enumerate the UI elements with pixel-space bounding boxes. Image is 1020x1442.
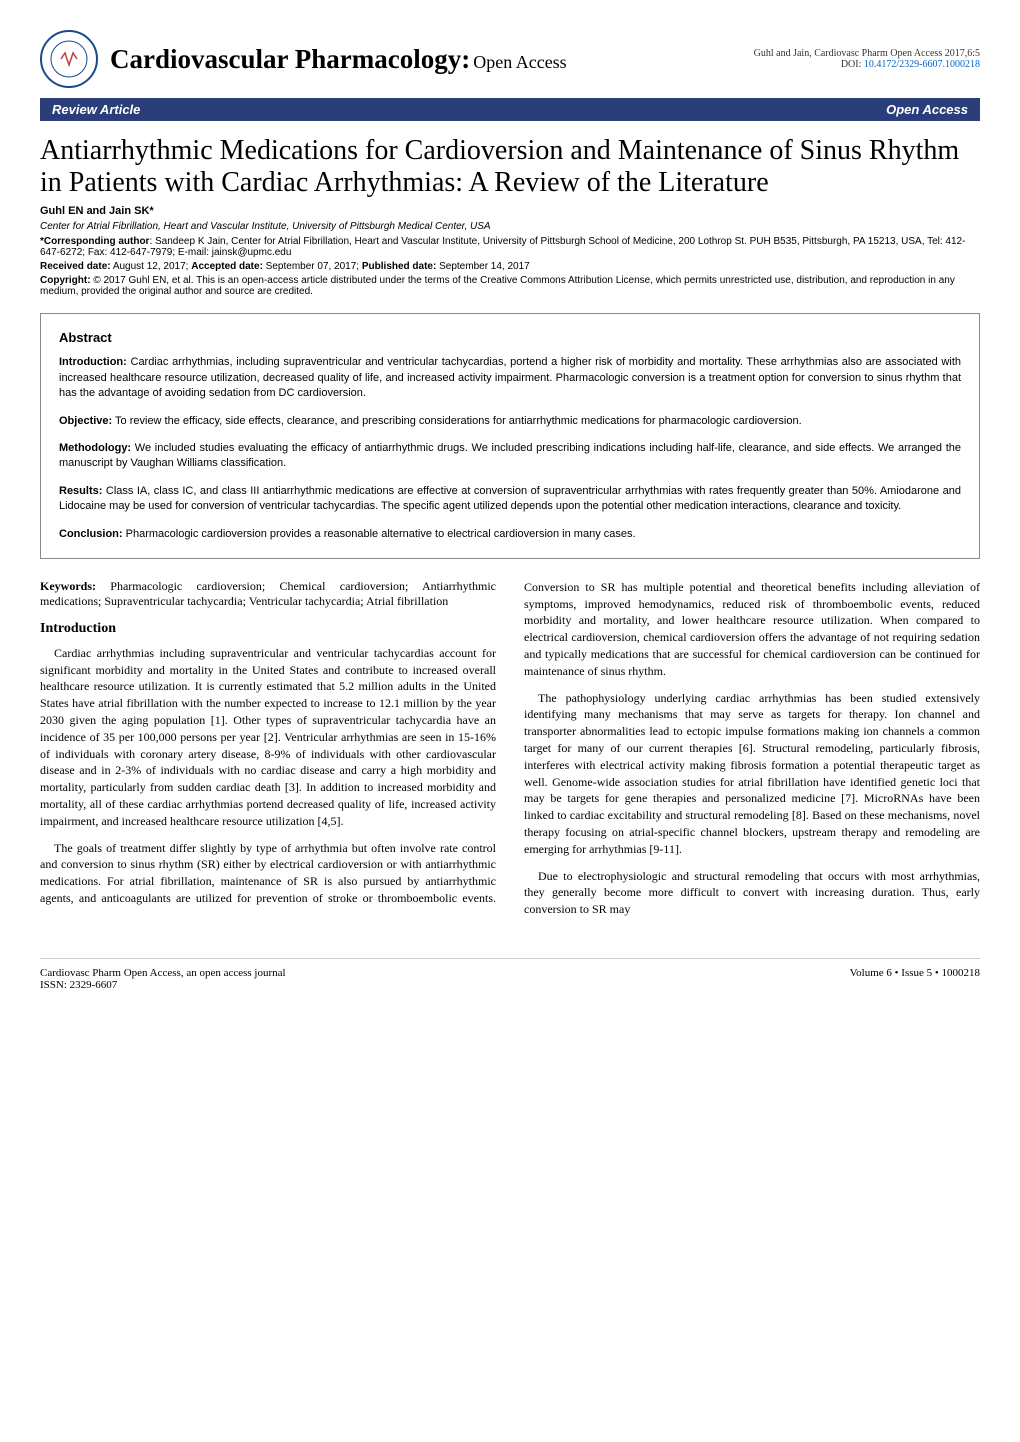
copyright-text: © 2017 Guhl EN, et al. This is an open-a…	[40, 275, 955, 297]
footer-journal: Cardiovasc Pharm Open Access, an open ac…	[40, 967, 286, 979]
page-footer: Cardiovasc Pharm Open Access, an open ac…	[40, 958, 980, 991]
logo-icon	[49, 39, 89, 79]
journal-logo	[40, 30, 98, 88]
abstract-results-label: Results:	[59, 485, 102, 497]
footer-left: Cardiovasc Pharm Open Access, an open ac…	[40, 967, 286, 991]
doi-line: DOI: 10.4172/2329-6607.1000218	[754, 59, 980, 70]
body-para-1: Cardiac arrhythmias including supraventr…	[40, 645, 496, 830]
authors: Guhl EN and Jain SK*	[40, 205, 980, 217]
abstract-heading: Abstract	[59, 330, 961, 345]
received-label: Received date:	[40, 261, 111, 272]
article-type-bar: Review Article Open Access	[40, 98, 980, 121]
article-type-label: Review Article	[52, 102, 140, 117]
main-body: Keywords: Pharmacologic cardioversion; C…	[40, 579, 980, 918]
accepted-date: September 07, 2017;	[263, 261, 362, 272]
abstract-conclusion-label: Conclusion:	[59, 528, 123, 540]
abstract-methodology-text: We included studies evaluating the effic…	[59, 442, 961, 469]
body-para-3: The pathophysiology underlying cardiac a…	[524, 690, 980, 858]
footer-issn: ISSN: 2329-6607	[40, 979, 286, 991]
accepted-label: Accepted date:	[191, 261, 263, 272]
doi-label: DOI:	[841, 59, 862, 70]
abstract-intro-label: Introduction:	[59, 356, 127, 368]
abstract-results: Results: Class IA, class IC, and class I…	[59, 484, 961, 515]
keywords-text: Pharmacologic cardioversion; Chemical ca…	[40, 579, 496, 608]
logo-title-group: Cardiovascular Pharmacology: Open Access	[40, 30, 567, 88]
article-title: Antiarrhythmic Medications for Cardiover…	[40, 135, 980, 199]
dates-line: Received date: August 12, 2017; Accepted…	[40, 261, 980, 272]
citation-block: Guhl and Jain, Cardiovasc Pharm Open Acc…	[754, 48, 980, 70]
abstract-results-text: Class IA, class IC, and class III antiar…	[59, 485, 961, 512]
footer-right: Volume 6 • Issue 5 • 1000218	[850, 967, 980, 991]
published-label: Published date:	[362, 261, 436, 272]
abstract-conclusion: Conclusion: Pharmacologic cardioversion …	[59, 527, 961, 542]
doi-value[interactable]: 10.4172/2329-6607.1000218	[864, 59, 980, 70]
citation-text: Guhl and Jain, Cardiovasc Pharm Open Acc…	[754, 48, 980, 59]
corresponding-label: *Corresponding author	[40, 236, 149, 247]
abstract-intro: Introduction: Cardiac arrhythmias, inclu…	[59, 355, 961, 401]
open-access-label: Open Access	[886, 102, 968, 117]
abstract-objective: Objective: To review the efficacy, side …	[59, 414, 961, 429]
corresponding-text: : Sandeep K Jain, Center for Atrial Fibr…	[40, 236, 965, 258]
abstract-methodology: Methodology: We included studies evaluat…	[59, 441, 961, 472]
copyright-line: Copyright: © 2017 Guhl EN, et al. This i…	[40, 275, 980, 297]
journal-header-row: Cardiovascular Pharmacology: Open Access…	[40, 30, 980, 88]
abstract-methodology-label: Methodology:	[59, 442, 131, 454]
introduction-heading: Introduction	[40, 621, 496, 637]
abstract-objective-text: To review the efficacy, side effects, cl…	[112, 415, 801, 427]
received-date: August 12, 2017;	[111, 261, 192, 272]
affiliation: Center for Atrial Fibrillation, Heart an…	[40, 221, 980, 232]
abstract-objective-label: Objective:	[59, 415, 112, 427]
journal-name: Cardiovascular Pharmacology:	[110, 44, 470, 74]
abstract-box: Abstract Introduction: Cardiac arrhythmi…	[40, 313, 980, 559]
keywords-block: Keywords: Pharmacologic cardioversion; C…	[40, 579, 496, 609]
abstract-intro-text: Cardiac arrhythmias, including supravent…	[59, 356, 961, 399]
published-date: September 14, 2017	[436, 261, 529, 272]
body-para-4: Due to electrophysiologic and structural…	[524, 868, 980, 918]
journal-subtitle: Open Access	[473, 52, 566, 72]
corresponding-author: *Corresponding author: Sandeep K Jain, C…	[40, 236, 980, 258]
copyright-label: Copyright:	[40, 275, 91, 286]
abstract-conclusion-text: Pharmacologic cardioversion provides a r…	[123, 528, 636, 540]
keywords-label: Keywords:	[40, 579, 96, 593]
journal-title-block: Cardiovascular Pharmacology: Open Access	[110, 44, 567, 75]
page-header: Cardiovascular Pharmacology: Open Access…	[40, 30, 980, 121]
